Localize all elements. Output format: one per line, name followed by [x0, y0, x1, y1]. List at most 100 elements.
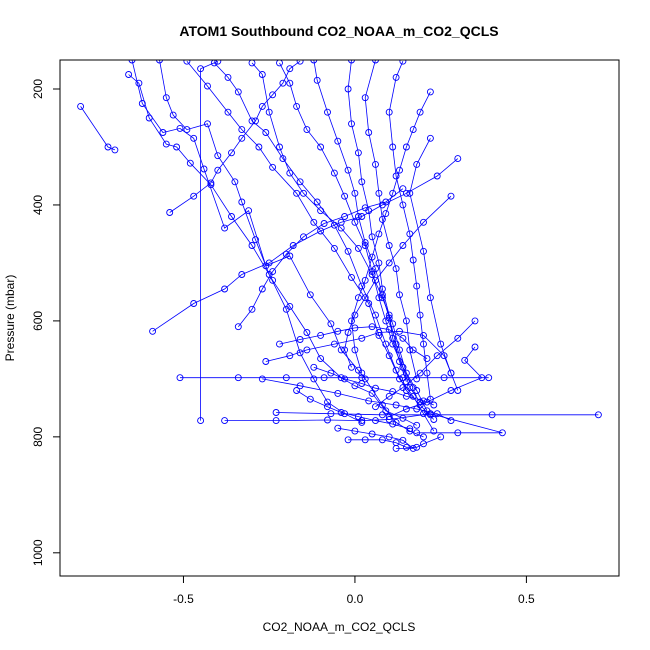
data-point — [399, 201, 407, 209]
data-point — [258, 285, 266, 293]
data-point — [368, 253, 376, 261]
x-axis-label: CO2_NOAA_m_CO2_QCLS — [263, 620, 416, 634]
data-point — [337, 409, 345, 416]
data-point — [413, 429, 421, 437]
y-axis: 200 400 600 800 1000 — [31, 79, 60, 566]
data-point — [313, 198, 321, 206]
data-point — [375, 329, 383, 336]
data-point — [471, 343, 479, 351]
data-point — [498, 429, 506, 437]
data-point — [372, 384, 379, 392]
data-point — [361, 276, 369, 284]
data-point — [289, 242, 297, 249]
data-point — [265, 259, 273, 267]
data-point — [197, 417, 205, 425]
data-point — [111, 146, 119, 154]
data-point — [269, 163, 277, 171]
data-point — [368, 430, 376, 438]
data-point — [454, 334, 462, 342]
data-point — [330, 340, 338, 348]
data-point — [423, 355, 431, 363]
data-point — [413, 282, 421, 290]
series-17 — [149, 155, 462, 335]
data-point — [176, 374, 184, 382]
data-point — [320, 220, 328, 227]
series-10 — [361, 60, 421, 383]
data-point — [402, 392, 410, 400]
data-point — [389, 334, 397, 342]
data-point — [409, 346, 417, 354]
data-point — [255, 143, 263, 151]
series-1 — [128, 60, 427, 441]
data-point — [447, 387, 455, 394]
series-line — [375, 320, 476, 408]
data-point — [207, 181, 215, 189]
data-point — [402, 405, 410, 413]
data-point — [252, 117, 259, 125]
series-26 — [344, 433, 445, 451]
series-line — [279, 326, 428, 359]
data-point — [293, 102, 301, 110]
data-point — [272, 409, 280, 416]
data-point — [128, 60, 136, 64]
data-point — [296, 336, 304, 343]
x-tick-label: 0.0 — [347, 592, 364, 606]
data-point — [214, 60, 222, 65]
data-point — [238, 198, 246, 206]
data-point — [368, 323, 376, 331]
data-point — [368, 233, 376, 241]
data-point — [420, 397, 427, 405]
data-point — [344, 166, 352, 174]
data-point — [447, 192, 455, 200]
data-point — [330, 244, 338, 252]
data-point — [310, 60, 318, 64]
data-point — [392, 366, 400, 374]
data-point — [238, 271, 246, 278]
data-point — [416, 398, 424, 406]
data-point — [248, 242, 256, 249]
data-point — [306, 291, 314, 299]
data-point — [409, 444, 417, 452]
data-point — [426, 134, 434, 142]
data-point — [272, 417, 280, 425]
data-point — [334, 424, 342, 432]
series-20 — [197, 60, 222, 425]
data-point — [454, 429, 462, 437]
data-point — [320, 374, 328, 382]
data-point — [293, 387, 301, 394]
data-point — [372, 403, 379, 411]
data-point — [375, 189, 383, 197]
data-point — [440, 374, 448, 382]
data-point — [303, 329, 311, 336]
data-point — [409, 384, 417, 392]
data-point — [396, 327, 403, 335]
data-point — [190, 192, 198, 200]
data-point — [413, 443, 421, 451]
data-point — [402, 317, 410, 325]
data-point — [354, 149, 362, 157]
series-line — [276, 412, 599, 416]
data-point — [248, 60, 256, 67]
data-point — [197, 65, 205, 73]
data-point — [413, 160, 421, 168]
data-point — [183, 126, 191, 134]
data-point — [224, 73, 232, 81]
data-point — [282, 374, 290, 382]
data-point — [231, 178, 239, 186]
data-point — [317, 143, 325, 151]
data-point — [354, 294, 362, 302]
data-point — [204, 82, 211, 90]
data-point — [282, 250, 290, 258]
data-point — [372, 311, 379, 319]
data-point — [324, 398, 331, 406]
data-point — [392, 340, 400, 348]
data-point — [330, 169, 338, 177]
series-line — [265, 330, 452, 374]
data-point — [190, 300, 198, 307]
series-line — [186, 60, 435, 432]
data-point — [361, 375, 369, 383]
data-point — [351, 427, 359, 435]
data-point — [296, 178, 304, 186]
data-point — [334, 327, 342, 335]
